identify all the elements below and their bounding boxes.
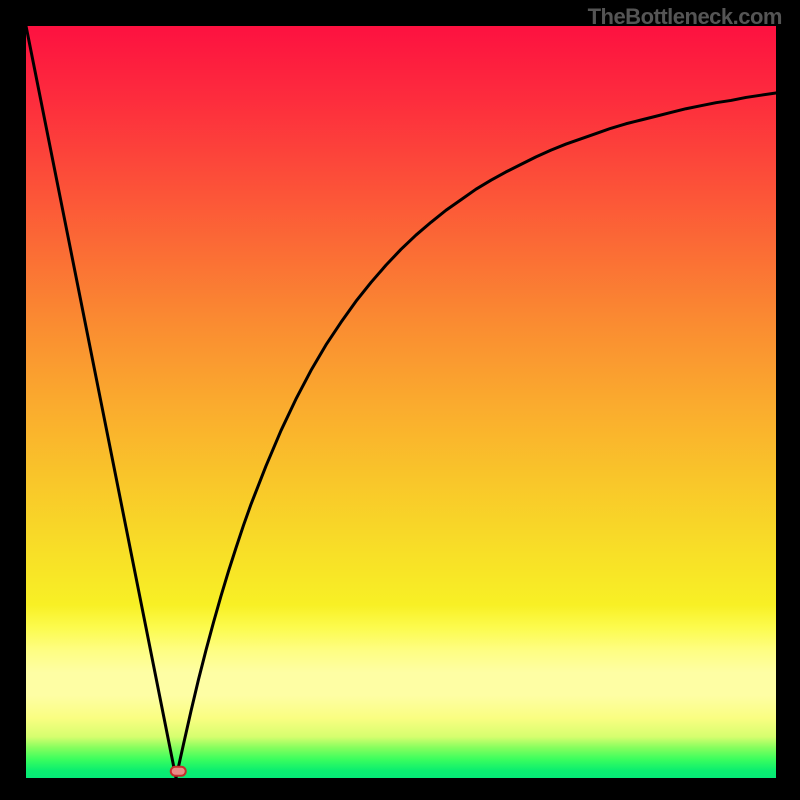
plot-area [26,26,776,778]
bottleneck-curve [26,26,776,778]
optimal-point-marker [170,766,187,777]
watermark-label: TheBottleneck.com [588,4,782,30]
bottleneck-chart: TheBottleneck.com [0,0,800,800]
